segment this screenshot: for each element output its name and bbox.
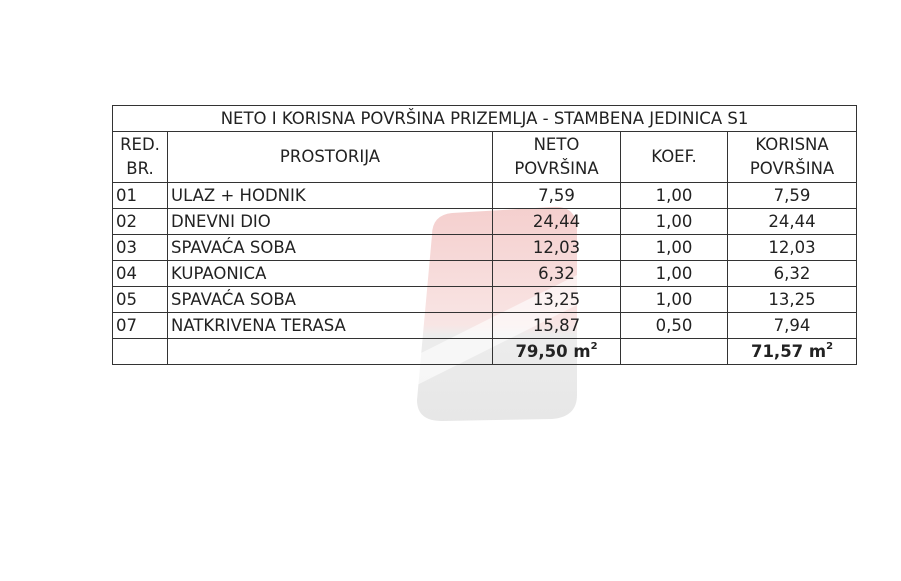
usable-area: 6,32 (726, 260, 858, 287)
total-empty-cell (112, 338, 168, 365)
coefficient: 1,00 (620, 234, 728, 261)
table-row: 05 SPAVAĆA SOBA 13,25 1,00 13,25 (112, 286, 858, 313)
total-empty-cell (620, 338, 728, 365)
neto-area: 12,03 (492, 234, 621, 261)
row-number: 05 (112, 286, 168, 313)
row-number: 03 (112, 234, 168, 261)
coefficient: 1,00 (620, 208, 728, 235)
room-name: KUPAONICA (167, 260, 493, 287)
usable-area: 7,94 (726, 312, 858, 339)
room-name: ULAZ + HODNIK (167, 182, 493, 209)
room-name: DNEVNI DIO (167, 208, 493, 235)
row-number: 01 (112, 182, 168, 209)
header-prostorija: PROSTORIJA (167, 131, 493, 183)
neto-area: 6,32 (492, 260, 621, 287)
area-table: NETO I KORISNA POVRŠINA PRIZEMLJA - STAM… (111, 105, 858, 365)
row-number: 04 (112, 260, 168, 287)
coefficient: 1,00 (620, 286, 728, 313)
usable-area: 13,25 (726, 286, 858, 313)
usable-area: 7,59 (726, 182, 858, 209)
neto-area: 7,59 (492, 182, 621, 209)
header-red-br: RED. BR. (112, 131, 168, 183)
room-name: SPAVAĆA SOBA (167, 234, 493, 261)
room-name: SPAVAĆA SOBA (167, 286, 493, 313)
table-row: 02 DNEVNI DIO 24,44 1,00 24,44 (112, 208, 858, 235)
total-neto: 79,50 m2 (492, 338, 621, 365)
table-title: NETO I KORISNA POVRŠINA PRIZEMLJA - STAM… (111, 105, 858, 132)
room-name: NATKRIVENA TERASA (167, 312, 493, 339)
coefficient: 1,00 (620, 260, 728, 287)
row-number: 02 (112, 208, 168, 235)
neto-area: 15,87 (492, 312, 621, 339)
header-koef: KOEF. (620, 131, 728, 183)
table-row: 01 ULAZ + HODNIK 7,59 1,00 7,59 (112, 182, 858, 209)
table-row: 07 NATKRIVENA TERASA 15,87 0,50 7,94 (112, 312, 858, 339)
neto-area: 24,44 (492, 208, 621, 235)
header-neto-povrsina: NETO POVRŠINA (492, 131, 621, 183)
header-korisna-povrsina: KORISNA POVRŠINA (726, 131, 858, 183)
usable-area: 12,03 (726, 234, 858, 261)
row-number: 07 (112, 312, 168, 339)
total-empty-cell (167, 338, 493, 365)
coefficient: 1,00 (620, 182, 728, 209)
total-korisna: 71,57 m2 (726, 338, 858, 365)
neto-area: 13,25 (492, 286, 621, 313)
coefficient: 0,50 (620, 312, 728, 339)
table-row: 04 KUPAONICA 6,32 1,00 6,32 (112, 260, 858, 287)
usable-area: 24,44 (726, 208, 858, 235)
table-row: 03 SPAVAĆA SOBA 12,03 1,00 12,03 (112, 234, 858, 261)
